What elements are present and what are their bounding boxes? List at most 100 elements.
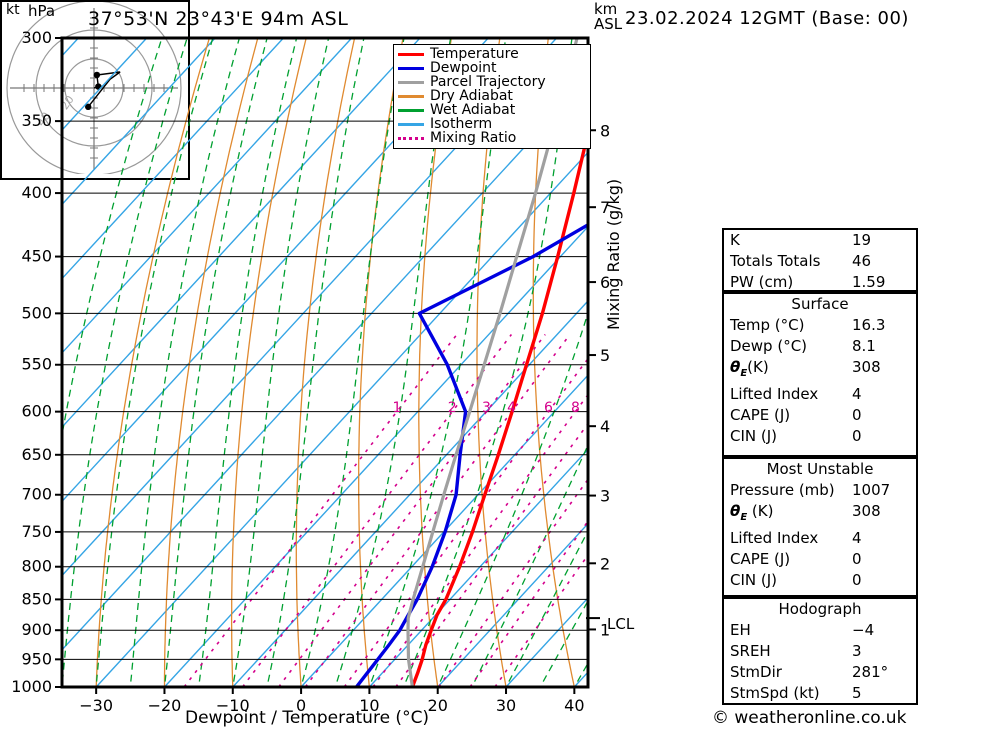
pressure-tick-label: 300: [21, 28, 52, 47]
surface-key: θE(K): [730, 358, 769, 379]
mu-row: CAPE (J) 0: [724, 549, 916, 570]
legend-label: Wet Adiabat: [430, 102, 516, 118]
mu-key: Pressure (mb): [730, 481, 835, 499]
isotherm-line: [232, 299, 588, 687]
surface-row: θE(K) 308: [724, 357, 916, 384]
surface-key: Dewp (°C): [730, 337, 808, 355]
surface-value: 0: [852, 427, 862, 445]
mu-value: 0: [852, 550, 862, 568]
wet-adiabat-line: [474, 443, 588, 682]
hodo-row: StmSpd (kt) 5: [724, 683, 916, 704]
mu-key: CIN (J): [730, 571, 778, 589]
surface-key: CIN (J): [730, 427, 778, 445]
mixing-ratio-label: 6: [544, 400, 553, 416]
wet-adiabat-line: [405, 38, 573, 682]
legend-label: Mixing Ratio: [430, 130, 517, 146]
pressure-tick-label: 950: [21, 649, 52, 668]
temperature-tick-label: 40: [564, 696, 584, 715]
height-tick-label: 4: [600, 417, 610, 436]
hodo-row: EH −4: [724, 620, 916, 641]
wet-adiabat-line: [301, 38, 405, 682]
surface-heading: Surface: [791, 295, 849, 313]
hodo-key: StmDir: [730, 663, 782, 681]
isotherm-line: [62, 38, 353, 354]
surface-value: 8.1: [852, 337, 876, 355]
hodo-value: 3: [852, 642, 862, 660]
pressure-tick-label: 400: [21, 183, 52, 202]
mu-row: Pressure (mb) 1007: [724, 480, 916, 501]
isotherm-line: [300, 374, 588, 687]
legend-item: Wet Adiabat: [398, 103, 590, 117]
wet-adiabat-line: [198, 38, 298, 682]
surface-row: CIN (J) 0: [724, 426, 916, 447]
legend-item: Parcel Trajectory: [398, 75, 590, 89]
mixing-ratio-label: 1: [392, 400, 401, 416]
index-value: 46: [852, 252, 872, 270]
hodo-key: SREH: [730, 642, 771, 660]
mixing-ratio-label: 3: [482, 400, 491, 416]
pressure-tick-label: 450: [21, 247, 52, 266]
trace-parcel-trajectory: [406, 38, 579, 687]
trace-dewpoint: [355, 222, 588, 687]
isotherm-line: [163, 225, 588, 687]
mu-value: 0: [852, 571, 862, 589]
pressure-tick-label: 650: [21, 445, 52, 464]
surface-key: Temp (°C): [730, 316, 805, 334]
mixing-ratio-line: [278, 334, 546, 687]
index-value: 19: [852, 231, 872, 249]
index-key: Totals Totals: [730, 252, 821, 270]
surface-row: Dewp (°C) 8.1: [724, 336, 916, 357]
legend-item: Dewpoint: [398, 61, 590, 75]
mixing-ratio-line: [494, 553, 588, 687]
wet-adiabat-line: [130, 38, 241, 682]
legend-label: Dewpoint: [430, 60, 497, 76]
legend-label: Isotherm: [430, 116, 493, 132]
hodograph-point: [85, 103, 92, 111]
legend-item: Dry Adiabat: [398, 89, 590, 103]
hodograph-stats-panel: Hodograph EH −4 SREH 3 StmDir 281° StmSpd (kt) 5: [722, 597, 918, 705]
legend-label: Temperature: [430, 46, 519, 62]
legend-item: Isotherm: [398, 117, 590, 131]
surface-row: Temp (°C) 16.3: [724, 315, 916, 336]
height-tick-label: 6: [600, 273, 610, 292]
height-axis-unit: km ASL: [594, 2, 622, 32]
legend-swatch-parcel-trajectory: [398, 80, 424, 84]
hodo-value: −4: [852, 621, 875, 639]
hodograph-point: [93, 71, 101, 79]
isotherm-line: [95, 151, 588, 687]
height-tick-label: 2: [600, 554, 610, 573]
pressure-tick-label: 850: [21, 589, 52, 608]
pressure-tick-label: 350: [21, 111, 52, 130]
legend-label: Parcel Trajectory: [430, 74, 546, 90]
temperature-tick-label: 0: [296, 696, 306, 715]
wet-adiabat-line: [164, 38, 268, 682]
mu-value: 4: [852, 529, 862, 547]
mixing-ratio-axis-title: Mixing Ratio (g/kg): [604, 178, 623, 330]
index-key: K: [730, 231, 740, 249]
height-axis-unit-line1: km: [594, 0, 618, 18]
mixing-ratio-label: 4: [507, 400, 516, 416]
station-title: 37°53'N 23°43'E 94m ASL: [88, 8, 349, 30]
mu-value: 1007: [852, 481, 891, 499]
mixing-ratio-label: 8: [571, 400, 580, 416]
mu-key: Lifted Index: [730, 529, 819, 547]
legend-swatch-mixing-ratio: [398, 136, 424, 140]
surface-row: Lifted Index 4: [724, 384, 916, 405]
legend-swatch-wet-adiabat: [398, 108, 424, 112]
temperature-tick-label: −20: [148, 696, 182, 715]
pressure-tick-label: 900: [21, 620, 52, 639]
wet-adiabat-line: [336, 38, 452, 682]
legend-swatch-dewpoint: [398, 66, 424, 70]
hodograph-unit-label: kt: [6, 2, 20, 18]
legend-item: Mixing Ratio: [398, 131, 590, 145]
legend-swatch-isotherm: [398, 122, 424, 126]
mu-heading: Most Unstable: [766, 460, 874, 478]
copyright-footer: © weatheronline.co.uk: [712, 708, 907, 728]
isotherm-line: [62, 38, 421, 429]
height-axis-unit-line2: ASL: [594, 15, 623, 33]
lcl-label: LCL: [607, 615, 635, 633]
run-datetime-title: 23.02.2024 12GMT (Base: 00): [625, 8, 909, 29]
hodo-heading: Hodograph: [778, 600, 862, 618]
wet-adiabat-line: [233, 38, 330, 682]
surface-value: 0: [852, 406, 862, 424]
